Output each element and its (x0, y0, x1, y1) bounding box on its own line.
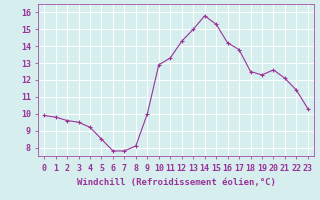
X-axis label: Windchill (Refroidissement éolien,°C): Windchill (Refroidissement éolien,°C) (76, 178, 276, 187)
